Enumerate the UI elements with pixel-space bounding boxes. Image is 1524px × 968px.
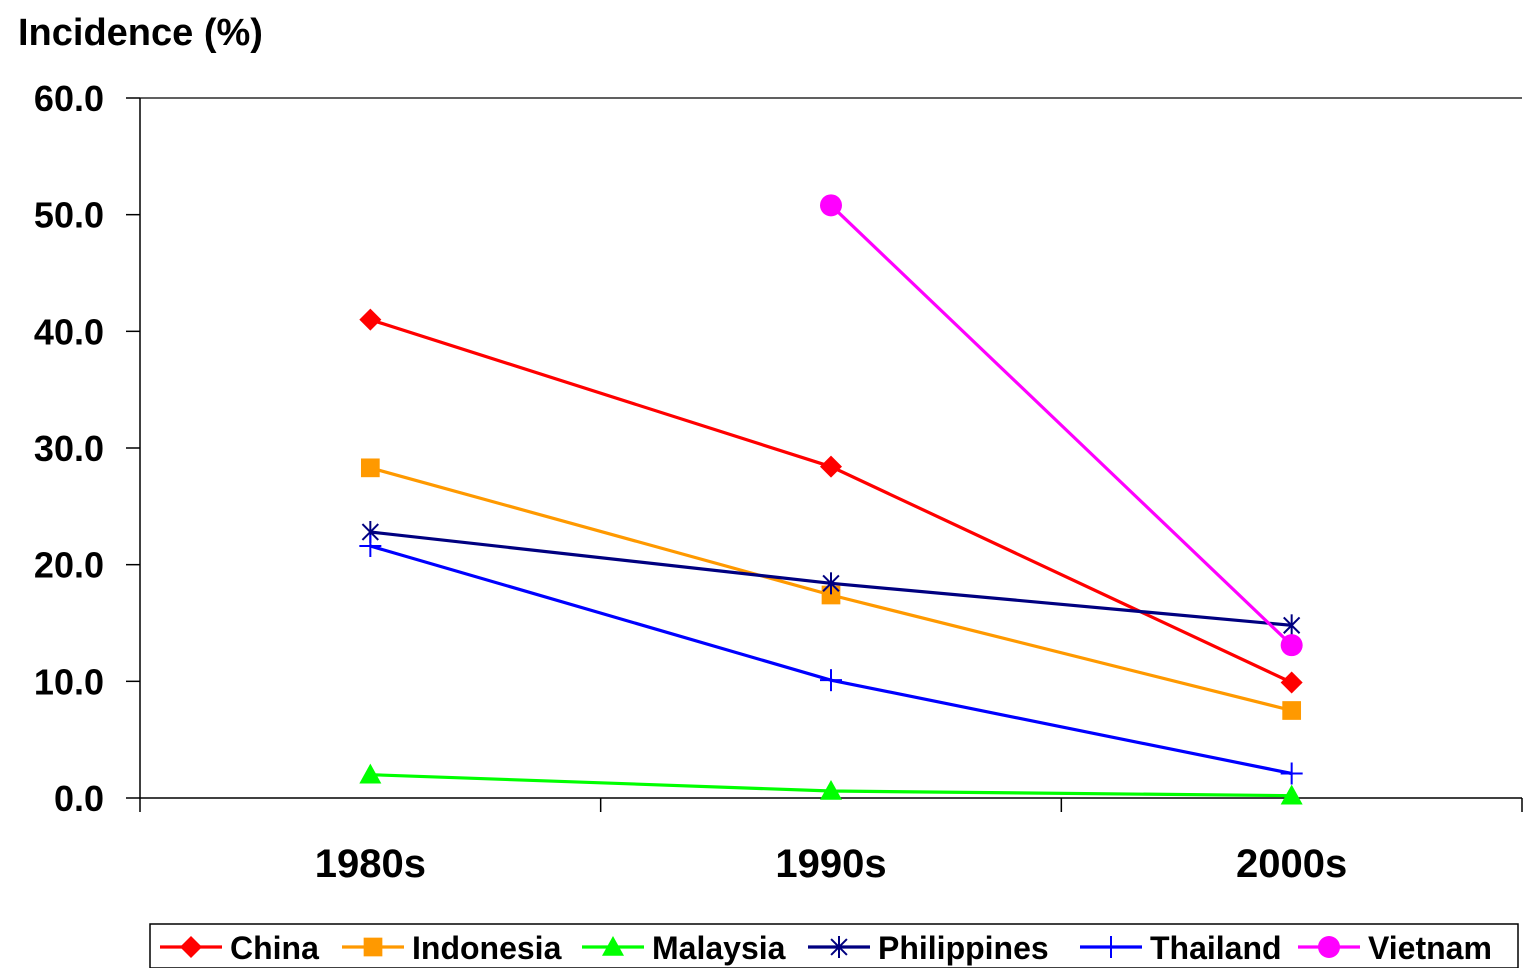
y-tick-labels: 0.0 10.0 20.0 30.0 40.0 50.0 60.0 — [34, 78, 104, 819]
marker-triangle — [1280, 784, 1303, 805]
legend-item-china: China — [160, 930, 319, 966]
marker-asterisk-d2 — [830, 938, 848, 956]
x-tick-labels: 1980s 1990s 2000s — [315, 842, 1348, 886]
legend-item-thailand: Thailand — [1080, 930, 1282, 966]
marker-square — [363, 937, 383, 957]
legend-item-vietnam: Vietnam — [1298, 930, 1492, 966]
marker-asterisk — [830, 936, 848, 958]
y-tick-label: 20.0 — [34, 545, 104, 586]
x-tick-label: 1990s — [775, 842, 886, 886]
legend-item-malaysia: Malaysia — [582, 930, 786, 966]
marker-asterisk-d2 — [1283, 616, 1301, 634]
legend-box — [149, 923, 1519, 968]
marker-asterisk-d2 — [822, 574, 840, 592]
series-line-vietnam — [829, 204, 1293, 647]
marker-triangle — [820, 780, 842, 800]
marker-asterisk — [1283, 614, 1301, 637]
legend-label: Philippines — [878, 930, 1049, 966]
legend-label: Indonesia — [412, 930, 562, 966]
marker-plus — [820, 669, 842, 692]
y-tick-label: 30.0 — [34, 428, 104, 469]
x-tick-label: 1980s — [315, 842, 426, 886]
legend: China Indonesia Malaysia Philippines Thailan… — [149, 923, 1519, 968]
series-china — [359, 308, 1303, 694]
marker-plus — [359, 535, 382, 557]
marker-plus — [1280, 762, 1303, 785]
legend-label: Vietnam — [1368, 930, 1492, 966]
marker-asterisk — [822, 572, 840, 595]
series-philippines — [361, 521, 1301, 637]
legend-label: China — [230, 930, 319, 966]
series-vietnam — [820, 194, 1303, 657]
marker-plus — [1100, 936, 1122, 958]
y-axis-title: Incidence (%) — [18, 12, 263, 54]
marker-square — [360, 458, 380, 478]
y-tick-label: 40.0 — [34, 311, 104, 352]
marker-circle — [820, 194, 842, 217]
legend-item-philippines: Philippines — [808, 930, 1049, 966]
legend-label: Malaysia — [652, 930, 786, 966]
y-tick-label: 0.0 — [54, 778, 104, 819]
series-thailand — [359, 535, 1303, 785]
marker-triangle — [602, 936, 624, 956]
legend-item-indonesia: Indonesia — [342, 930, 562, 966]
y-tick-label: 10.0 — [34, 661, 104, 702]
series-malaysia — [359, 763, 1303, 805]
marker-diamond — [180, 936, 202, 958]
series-indonesia — [360, 458, 1302, 720]
y-tick-label: 60.0 — [34, 78, 104, 119]
marker-diamond — [359, 308, 382, 331]
marker-square — [1282, 701, 1302, 720]
series-line-china — [369, 318, 1293, 684]
marker-triangle — [359, 763, 382, 784]
marker-diamond — [820, 455, 842, 478]
marker-asterisk-d2 — [361, 523, 379, 541]
marker-circle — [1318, 936, 1340, 958]
legend-label: Thailand — [1150, 930, 1282, 966]
y-tick-label: 50.0 — [34, 195, 104, 236]
x-tick-label: 2000s — [1236, 842, 1347, 886]
marker-circle — [1280, 634, 1303, 657]
marker-diamond — [1280, 671, 1303, 694]
marker-square — [821, 585, 841, 605]
series-layer — [359, 194, 1303, 805]
